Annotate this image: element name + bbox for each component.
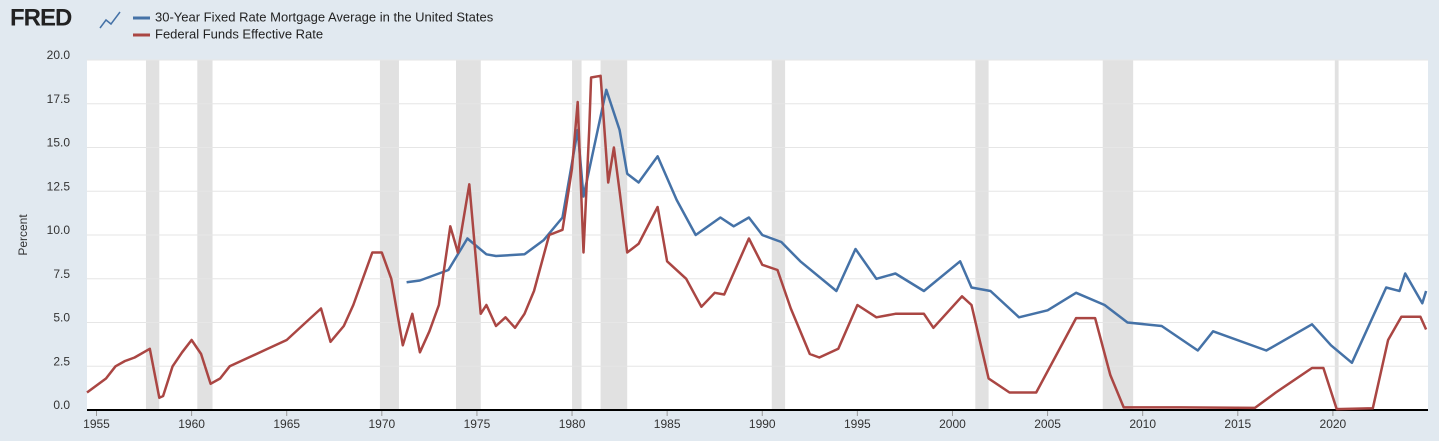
x-tick-label: 1990 <box>749 417 776 431</box>
x-tick-label: 2010 <box>1129 417 1156 431</box>
series-line <box>86 74 1428 411</box>
y-tick-label: 10.0 <box>47 223 71 237</box>
y-tick-label: 12.5 <box>47 179 71 193</box>
x-tick-label: 2020 <box>1320 417 1347 431</box>
y-tick-label: 7.5 <box>53 267 70 281</box>
x-tick-label: 2015 <box>1224 417 1251 431</box>
legend-label: Federal Funds Effective Rate <box>155 26 323 41</box>
x-tick-label: 1980 <box>559 417 586 431</box>
x-tick-label: 1970 <box>368 417 395 431</box>
x-tick-label: 1975 <box>464 417 491 431</box>
x-tick-label: 1995 <box>844 417 871 431</box>
y-tick-label: 17.5 <box>47 92 71 106</box>
y-tick-label: 2.5 <box>53 354 70 368</box>
y-tick-label: 15.0 <box>47 136 71 150</box>
y-tick-label: 0.0 <box>53 398 70 412</box>
series-line <box>406 88 1428 365</box>
x-tick-label: 1955 <box>83 417 110 431</box>
x-tick-label: 2005 <box>1034 417 1061 431</box>
y-axis-label: Percent <box>16 214 30 256</box>
legend-label: 30-Year Fixed Rate Mortgage Average in t… <box>155 9 494 24</box>
x-tick-label: 2000 <box>939 417 966 431</box>
x-tick-label: 1965 <box>273 417 300 431</box>
x-tick-label: 1960 <box>178 417 205 431</box>
x-tick-label: 1985 <box>654 417 681 431</box>
logo: FRED <box>10 4 72 31</box>
y-tick-label: 20.0 <box>47 48 71 62</box>
y-tick-label: 5.0 <box>53 311 70 325</box>
logo-icon <box>99 11 121 29</box>
